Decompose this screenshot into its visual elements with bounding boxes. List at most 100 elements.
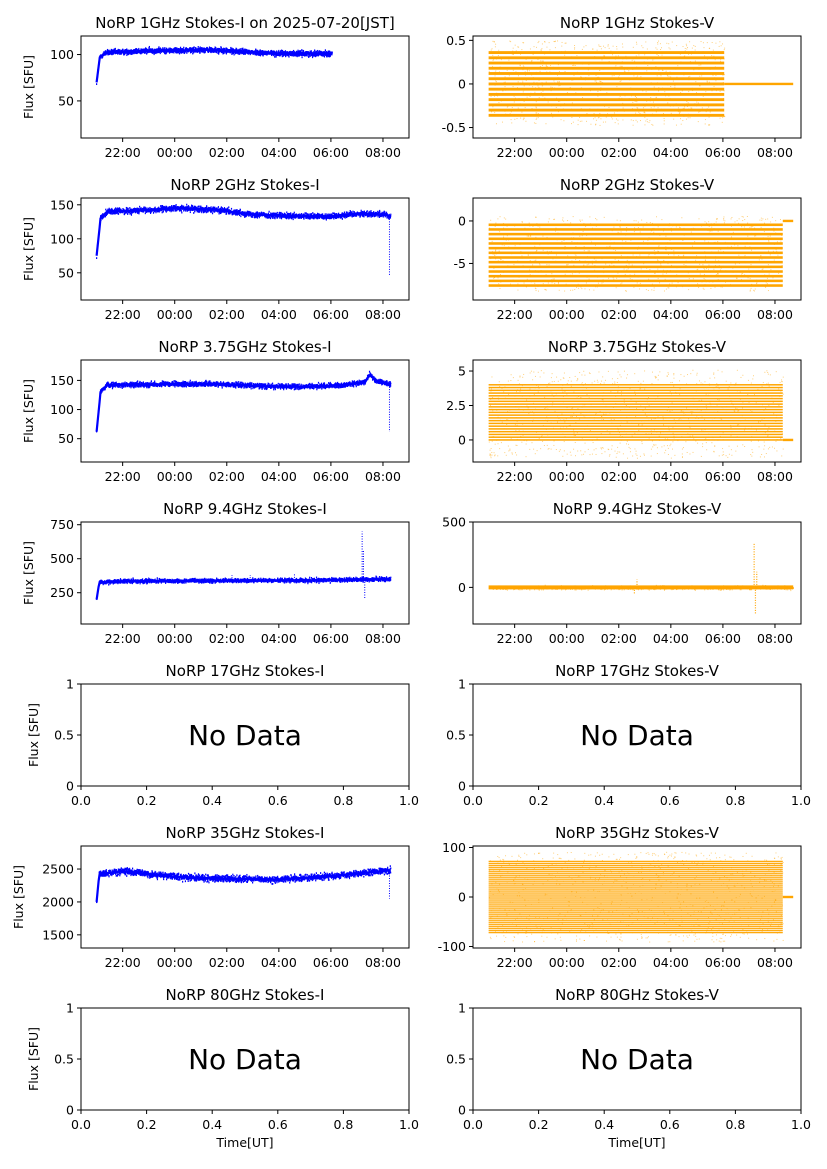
data-point [556, 62, 558, 64]
data-point [493, 41, 495, 43]
data-point [625, 83, 627, 85]
axes-frame [80, 35, 410, 139]
data-point [688, 53, 690, 55]
data-point [220, 51, 223, 54]
data-point [314, 51, 317, 54]
data-point [604, 55, 606, 57]
data-point [654, 272, 656, 274]
data-point [621, 282, 623, 284]
data-point [255, 48, 257, 51]
data-point [755, 235, 757, 237]
data-point [356, 214, 358, 216]
data-point [321, 213, 324, 216]
data-point [165, 209, 167, 212]
data-point [669, 51, 671, 53]
data-point [497, 277, 499, 279]
data-point [722, 81, 724, 83]
data-point [192, 206, 195, 209]
data-point [659, 234, 661, 236]
data-point [703, 47, 705, 49]
data-point [198, 205, 200, 208]
data-point [247, 52, 249, 55]
data-point [702, 95, 704, 97]
data-point [225, 208, 227, 211]
data-point [618, 97, 620, 99]
data-point [571, 241, 573, 243]
data-point [684, 106, 686, 108]
data-point [720, 82, 722, 84]
data-point [308, 213, 310, 216]
data-point [325, 218, 327, 221]
data-point [660, 265, 662, 267]
data-point [554, 78, 556, 80]
data-point [632, 68, 634, 70]
data-point [205, 206, 207, 209]
data-point [698, 78, 700, 80]
data-point [168, 209, 171, 212]
data-point [699, 85, 701, 87]
data-point [155, 48, 157, 51]
data-point [107, 50, 109, 53]
data-point [233, 53, 235, 56]
data-point [596, 49, 598, 51]
data-point [535, 46, 537, 48]
data-point [204, 207, 206, 209]
data-point [538, 87, 540, 89]
data-point [538, 86, 540, 88]
data-point [602, 121, 604, 123]
data-point [528, 52, 530, 54]
data-point [596, 109, 598, 111]
data-point [679, 56, 681, 58]
data-point [647, 78, 649, 80]
data-point [127, 212, 129, 214]
data-point [197, 205, 199, 208]
data-point [502, 260, 504, 262]
data-point [220, 46, 222, 49]
data-point [598, 77, 600, 79]
data-point [284, 50, 287, 53]
data-point [498, 71, 500, 73]
data-point [134, 211, 136, 214]
data-point [690, 83, 692, 85]
data-point [621, 43, 623, 45]
data-point [615, 65, 617, 67]
data-point [550, 112, 552, 114]
data-point [593, 100, 595, 102]
data-point [315, 50, 317, 53]
data-point [259, 53, 261, 56]
data-point [498, 271, 500, 273]
data-point [605, 121, 607, 123]
data-point [720, 270, 722, 272]
data-point [169, 206, 171, 209]
data-point [665, 95, 667, 97]
data-point [330, 213, 332, 216]
data-point [289, 216, 291, 219]
data-point [614, 58, 616, 60]
data-point [684, 47, 686, 49]
data-point [668, 47, 670, 49]
data-point [596, 77, 598, 79]
data-point [550, 90, 552, 92]
data-point [595, 81, 597, 83]
data-point [513, 113, 515, 115]
data-point [385, 211, 388, 214]
data-point [696, 255, 698, 257]
data-point [359, 216, 361, 218]
data-point [502, 90, 504, 92]
data-point [223, 208, 225, 210]
data-point [209, 47, 211, 50]
data-point [108, 207, 110, 210]
data-point [601, 59, 603, 61]
data-point [370, 211, 372, 214]
data-point [511, 107, 513, 109]
data-point [282, 51, 284, 54]
data-point [639, 120, 641, 122]
data-point [233, 209, 235, 212]
data-point [220, 206, 222, 209]
data-point [495, 249, 497, 251]
data-point [110, 48, 112, 51]
data-point [656, 48, 658, 50]
data-point [318, 213, 320, 215]
data-point [190, 209, 192, 211]
data-point [733, 228, 735, 230]
